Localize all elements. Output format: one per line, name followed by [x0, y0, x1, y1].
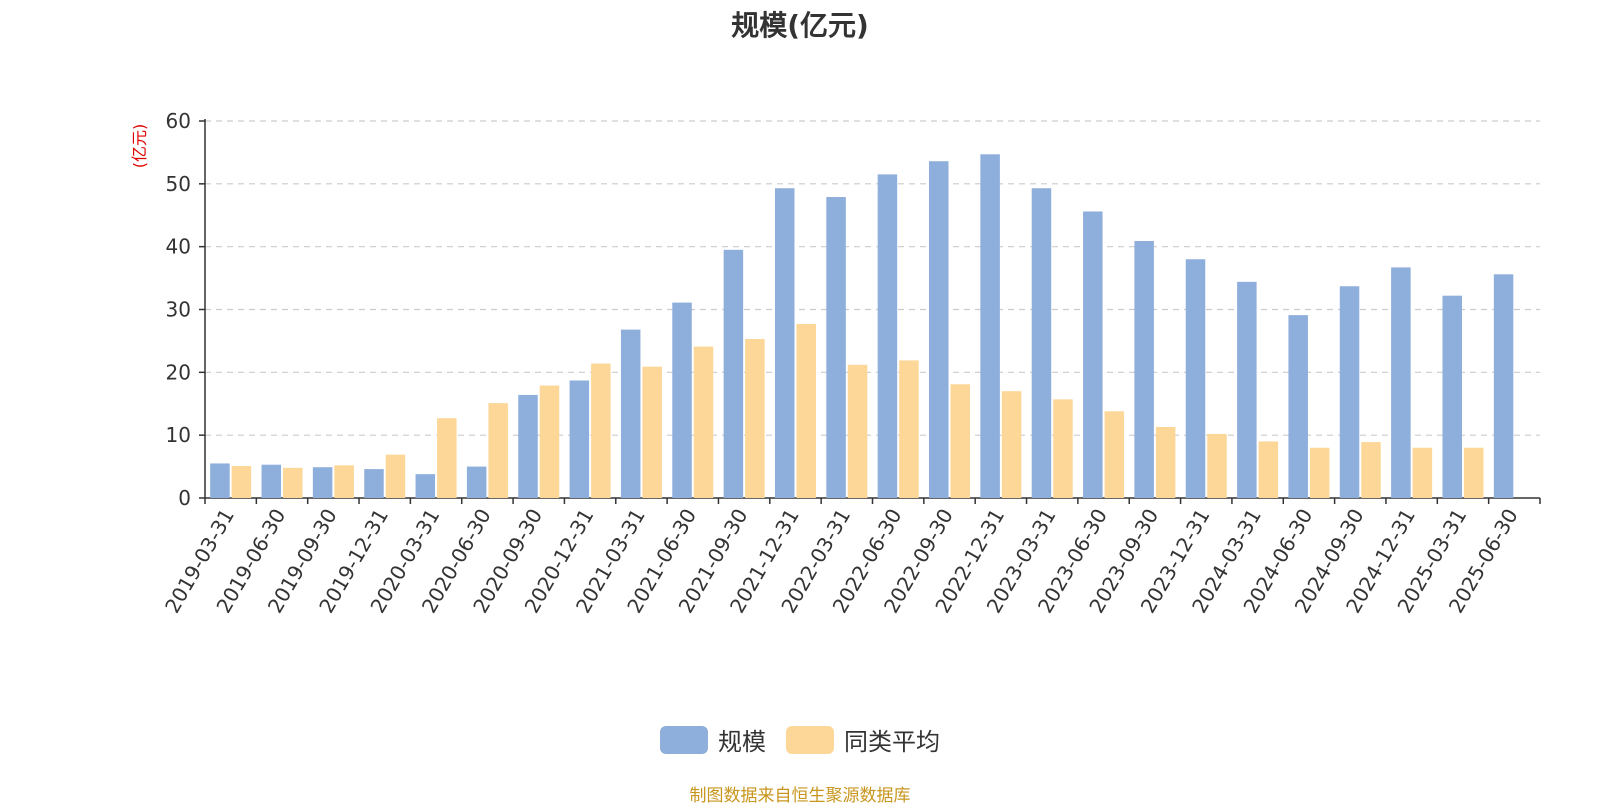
- bar-peer-average: [1412, 447, 1433, 498]
- legend: 规模 同类平均: [0, 722, 1600, 757]
- bar-scale: [466, 466, 487, 498]
- bar-peer-average: [1053, 399, 1073, 498]
- bar-peer-average: [385, 454, 406, 498]
- bar-peer-average: [334, 465, 354, 498]
- bar-scale: [1185, 259, 1206, 498]
- bar-scale: [826, 197, 846, 499]
- bar-peer-average: [899, 360, 919, 498]
- bar-scale: [929, 161, 949, 499]
- bar-scale: [415, 474, 436, 498]
- bar-peer-average: [1309, 447, 1330, 498]
- bar-peer-average: [231, 465, 252, 498]
- y-tick-label: 50: [166, 172, 191, 196]
- bar-peer-average: [437, 418, 457, 498]
- bar-scale: [1288, 315, 1308, 498]
- y-tick-label: 30: [166, 298, 191, 322]
- bar-scale: [877, 174, 898, 499]
- bar-peer-average: [1155, 426, 1176, 498]
- bar-peer-average: [488, 403, 508, 498]
- legend-item-peer-average[interactable]: 同类平均: [786, 722, 940, 757]
- bar-scale: [1442, 295, 1462, 498]
- bar-peer-average: [796, 323, 816, 498]
- bar-scale: [1134, 241, 1154, 499]
- y-tick-label: 20: [166, 360, 191, 384]
- bar-scale: [1031, 188, 1052, 498]
- bar-scale: [1339, 286, 1360, 498]
- bar-scale: [1391, 267, 1411, 498]
- bar-peer-average: [1001, 391, 1022, 498]
- bar-peer-average: [591, 363, 611, 498]
- bar-scale: [210, 463, 230, 498]
- bar-peer-average: [1361, 442, 1381, 498]
- bar-scale: [1083, 211, 1103, 499]
- y-tick-label: 0: [178, 486, 191, 510]
- bar-peer-average: [1258, 441, 1279, 498]
- bar-peer-average: [1207, 433, 1227, 498]
- bar-scale: [569, 380, 590, 498]
- bar-peer-average: [847, 364, 868, 498]
- bar-peer-average: [950, 384, 971, 498]
- data-source-note: 制图数据来自恒生聚源数据库: [689, 786, 911, 806]
- bar-peer-average: [642, 366, 662, 498]
- bar-scale: [312, 467, 333, 498]
- bar-peer-average: [1463, 447, 1484, 498]
- chart-title: 规模(亿元): [731, 9, 869, 42]
- bar-scale: [980, 154, 1000, 498]
- bar-scale: [261, 464, 282, 498]
- bar-peer-average: [1104, 411, 1125, 498]
- legend-swatch-peer-average: [786, 725, 834, 754]
- bar-scale: [774, 188, 795, 498]
- legend-label-scale: 规模: [718, 728, 766, 756]
- y-tick-label: 40: [166, 235, 191, 259]
- bar-peer-average: [693, 346, 714, 498]
- legend-swatch-scale: [660, 725, 708, 754]
- bar-scale: [672, 302, 692, 498]
- bar-scale: [1493, 274, 1514, 498]
- bar-scale: [364, 469, 384, 498]
- bar-scale: [723, 249, 744, 498]
- y-tick-label: 10: [166, 423, 191, 447]
- bar-peer-average: [283, 467, 303, 498]
- y-axis-unit-label: (亿元): [130, 124, 149, 169]
- bar-peer-average: [745, 339, 765, 498]
- bar-scale: [620, 329, 641, 498]
- y-tick-label: 60: [166, 109, 191, 133]
- bar-scale: [518, 394, 538, 498]
- bar-chart: 0102030405060(亿元)2019-03-312019-06-30201…: [130, 109, 1541, 617]
- legend-item-scale[interactable]: 规模: [660, 722, 766, 757]
- bar-peer-average: [539, 385, 560, 498]
- bar-scale: [1237, 281, 1257, 498]
- legend-label-peer-average: 同类平均: [844, 728, 940, 756]
